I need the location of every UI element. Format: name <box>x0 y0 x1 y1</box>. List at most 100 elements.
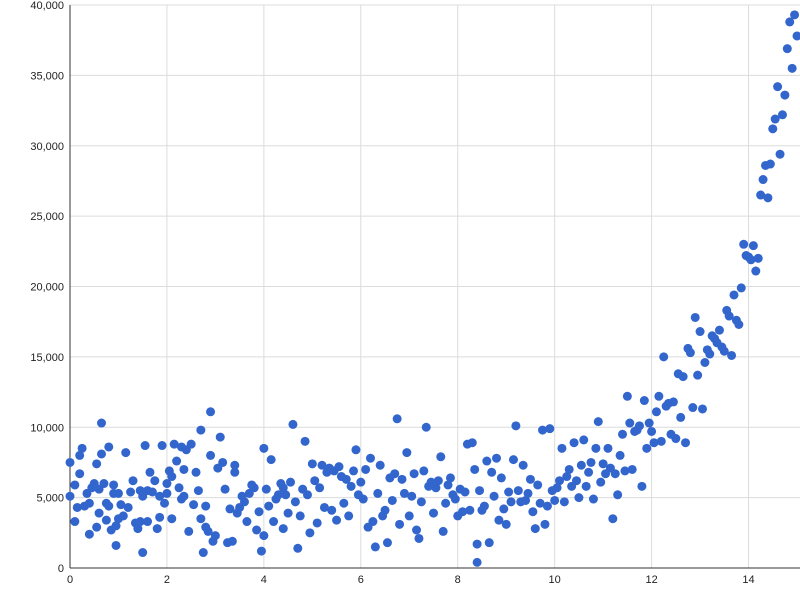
data-point <box>465 505 475 515</box>
data-point <box>198 548 208 558</box>
data-point <box>160 498 170 508</box>
data-point <box>528 507 538 517</box>
data-point <box>615 450 625 460</box>
data-point <box>239 497 249 507</box>
data-point <box>625 418 635 428</box>
data-point <box>518 460 528 470</box>
data-point <box>157 441 167 451</box>
data-point <box>118 511 128 521</box>
data-point <box>475 486 485 496</box>
data-point <box>315 483 325 493</box>
data-point <box>269 517 279 527</box>
data-point <box>724 311 734 321</box>
data-point <box>293 543 303 553</box>
data-point <box>756 190 766 200</box>
data-point <box>387 495 397 505</box>
data-point <box>622 391 632 401</box>
data-point <box>126 487 136 497</box>
data-point <box>763 193 773 203</box>
data-point <box>261 484 271 494</box>
data-point <box>380 505 390 515</box>
x-tick-label: 6 <box>358 574 364 586</box>
data-point <box>305 528 315 538</box>
x-tick-label: 10 <box>549 574 561 586</box>
data-point <box>642 443 652 453</box>
data-point <box>751 266 761 276</box>
data-point <box>152 524 162 534</box>
y-tick-label: 20,000 <box>30 282 64 294</box>
data-point <box>334 462 344 472</box>
data-point <box>591 443 601 453</box>
data-point <box>782 44 792 54</box>
data-point <box>346 481 356 491</box>
data-point <box>189 500 199 510</box>
data-point <box>341 474 351 484</box>
data-point <box>92 522 102 532</box>
data-point <box>501 519 511 529</box>
data-point <box>576 460 586 470</box>
data-point <box>552 483 562 493</box>
data-point <box>307 459 317 469</box>
data-point <box>458 507 468 517</box>
data-point <box>143 517 153 527</box>
data-point <box>70 517 80 527</box>
data-point <box>167 514 177 524</box>
data-point <box>295 511 305 521</box>
data-point <box>416 497 426 507</box>
data-point <box>688 403 698 413</box>
x-tick-label: 0 <box>67 574 73 586</box>
data-point <box>746 255 756 265</box>
data-point <box>218 457 228 467</box>
data-point <box>404 511 414 521</box>
data-point <box>402 448 412 458</box>
data-point <box>569 438 579 448</box>
data-point <box>252 525 262 535</box>
x-tick-label: 4 <box>261 574 267 586</box>
data-point <box>790 10 800 20</box>
data-point <box>97 418 107 428</box>
data-point <box>765 159 775 169</box>
data-point <box>768 124 778 134</box>
data-point <box>613 490 623 500</box>
y-tick-label: 30,000 <box>30 141 64 153</box>
data-point <box>571 476 581 486</box>
data-point <box>147 487 157 497</box>
data-point <box>559 497 569 507</box>
x-tick-label: 14 <box>742 574 754 586</box>
data-point <box>206 450 216 460</box>
data-point <box>656 436 666 446</box>
data-point <box>407 491 417 501</box>
data-point <box>135 517 145 527</box>
data-point <box>230 460 240 470</box>
data-point <box>145 467 155 477</box>
data-point <box>494 515 504 525</box>
data-point <box>266 455 276 465</box>
data-point <box>472 557 482 567</box>
data-point <box>138 548 148 558</box>
data-point <box>84 498 94 508</box>
data-point <box>94 508 104 518</box>
data-point <box>429 508 438 518</box>
data-point <box>278 524 288 534</box>
data-point <box>210 531 220 541</box>
data-point <box>506 497 516 507</box>
data-point <box>65 491 75 501</box>
data-point <box>610 469 620 479</box>
data-point <box>780 90 790 100</box>
data-point <box>588 494 598 504</box>
data-point <box>421 422 431 432</box>
data-point <box>193 486 203 496</box>
data-point <box>310 476 320 486</box>
data-point <box>97 449 107 459</box>
data-point <box>598 459 608 469</box>
data-point <box>206 407 216 417</box>
data-point <box>101 515 111 525</box>
data-point <box>121 448 131 458</box>
data-point <box>714 325 724 335</box>
data-point <box>787 63 797 73</box>
data-point <box>312 518 322 528</box>
data-point <box>203 526 213 536</box>
data-point <box>99 479 109 489</box>
data-point <box>627 464 637 474</box>
data-point <box>785 17 795 27</box>
